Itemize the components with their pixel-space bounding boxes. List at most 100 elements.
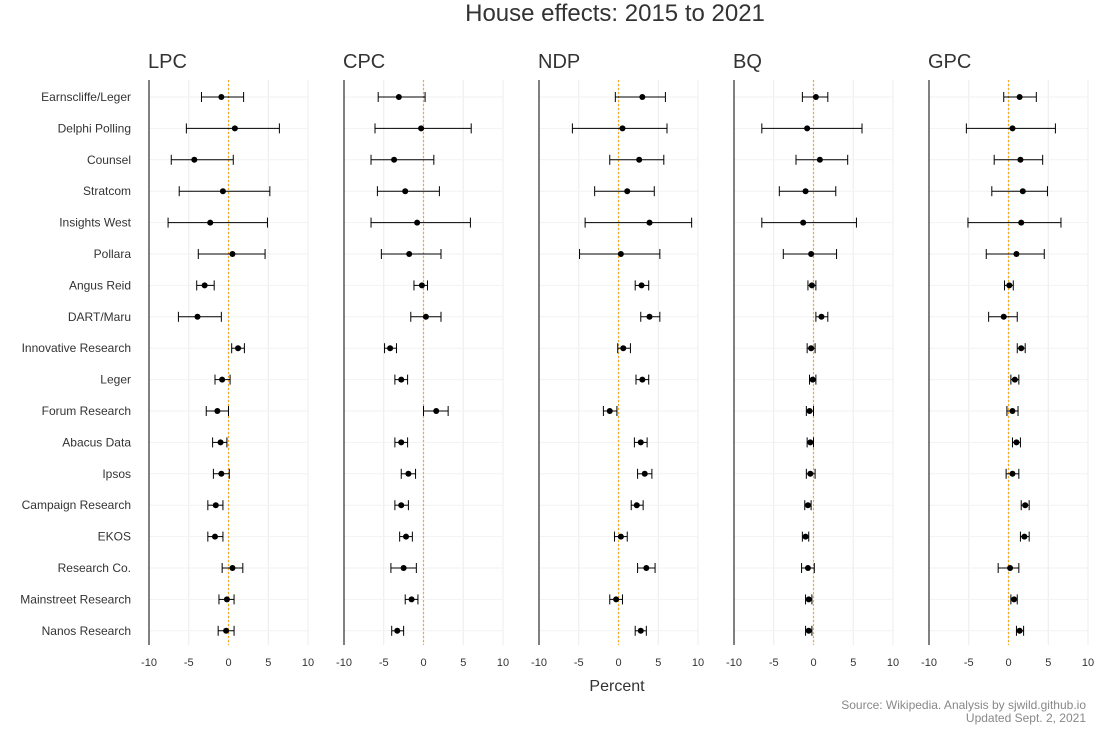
estimate-point xyxy=(800,219,807,226)
estimate-point xyxy=(637,439,644,446)
error-bar xyxy=(394,374,409,385)
x-tick-label: 5 xyxy=(460,657,466,669)
estimate-point xyxy=(643,565,650,571)
panel-ndp: NDP -10 -5 0 5 10 xyxy=(531,51,704,669)
x-tick-label: 10 xyxy=(692,657,704,669)
error-bar xyxy=(1006,406,1019,416)
estimate-point xyxy=(433,408,440,414)
estimate-point xyxy=(422,313,429,320)
panels-layer: LPC -10 -5 0 5 10 CPC -10 -5 0 5 10 NDP -10 -5 0 5 10 BQ -1… xyxy=(141,51,1094,669)
estimate-point xyxy=(406,251,413,257)
panel-lpc: LPC -10 -5 0 5 10 xyxy=(141,51,314,669)
error-bar xyxy=(806,343,816,354)
error-bar xyxy=(807,280,817,291)
error-bar xyxy=(801,563,815,573)
error-bar xyxy=(376,186,440,197)
error-bar xyxy=(410,311,442,322)
error-bar xyxy=(804,500,812,511)
error-bar xyxy=(1019,531,1030,542)
error-bar xyxy=(177,311,222,322)
pollster-label: Pollara xyxy=(94,247,132,261)
estimate-point xyxy=(218,94,225,100)
panel-title: BQ xyxy=(733,51,762,73)
estimate-point xyxy=(398,439,405,446)
x-tick-label: -10 xyxy=(921,657,937,669)
error-bar xyxy=(167,217,268,228)
estimate-point xyxy=(812,94,819,100)
x-tick-label: -10 xyxy=(336,657,352,669)
estimate-point xyxy=(1021,533,1028,540)
pollster-labels: Earnscliffe/Leger Delphi Polling Counsel St… xyxy=(20,90,131,638)
error-bar xyxy=(988,311,1018,322)
estimate-point xyxy=(1018,219,1025,226)
pollster-label: DART/Maru xyxy=(68,310,131,324)
estimate-point xyxy=(1013,439,1020,446)
pollster-label: EKOS xyxy=(98,530,131,544)
estimate-point xyxy=(637,627,644,634)
estimate-point xyxy=(219,188,226,195)
error-bar xyxy=(1015,625,1025,636)
error-bar xyxy=(801,92,829,102)
estimate-point xyxy=(1017,156,1024,163)
error-bar xyxy=(617,343,631,354)
error-bar xyxy=(614,92,666,102)
error-bar xyxy=(594,186,655,197)
estimate-point xyxy=(1016,94,1023,100)
estimate-point xyxy=(638,282,645,289)
estimate-point xyxy=(211,533,218,540)
estimate-point xyxy=(403,533,410,540)
estimate-point xyxy=(405,470,412,477)
estimate-point xyxy=(808,282,815,289)
error-bar xyxy=(391,625,405,636)
x-tick-label: 5 xyxy=(850,657,856,669)
error-bar xyxy=(815,311,829,322)
estimate-point xyxy=(402,188,409,195)
estimate-point xyxy=(646,219,653,226)
error-bar xyxy=(1004,280,1014,291)
error-bar xyxy=(207,531,224,542)
estimate-point xyxy=(214,408,221,414)
error-bar xyxy=(761,217,857,228)
x-axis-label: Percent xyxy=(589,678,645,695)
error-bar xyxy=(761,123,863,134)
estimate-point xyxy=(808,251,815,257)
estimate-point xyxy=(617,251,624,257)
estimate-point xyxy=(1018,345,1025,352)
error-bar xyxy=(1003,92,1037,102)
error-bar xyxy=(196,280,215,291)
error-bar xyxy=(214,374,231,385)
error-bar xyxy=(614,531,628,542)
estimate-point xyxy=(223,596,230,603)
x-tick-label: -5 xyxy=(379,657,389,669)
error-bar xyxy=(212,468,230,479)
error-bar xyxy=(967,217,1062,228)
pollster-label: Forum Research xyxy=(42,404,131,418)
error-bar xyxy=(795,154,849,165)
estimate-point xyxy=(219,376,226,383)
estimate-point xyxy=(1009,470,1016,477)
error-bar xyxy=(1020,500,1030,511)
error-bar xyxy=(782,249,838,259)
estimate-point xyxy=(816,156,823,163)
estimate-point xyxy=(1016,627,1023,634)
estimate-point xyxy=(646,313,653,320)
error-bar xyxy=(370,154,435,165)
error-bar xyxy=(384,343,397,354)
estimate-point xyxy=(229,565,236,571)
estimate-point xyxy=(207,219,214,226)
error-bar xyxy=(965,123,1056,134)
x-tick-label: -10 xyxy=(726,657,742,669)
error-bar xyxy=(178,186,271,197)
error-bar xyxy=(805,625,813,636)
error-bar xyxy=(609,594,623,605)
pollster-label: Angus Reid xyxy=(69,278,131,292)
estimate-point xyxy=(809,376,816,383)
x-tick-label: 5 xyxy=(265,657,271,669)
error-bar xyxy=(637,563,656,573)
estimate-point xyxy=(639,94,646,100)
estimate-point xyxy=(636,156,643,163)
estimate-point xyxy=(191,156,198,163)
estimate-point xyxy=(418,282,425,289)
panel-title: CPC xyxy=(343,51,385,73)
estimate-point xyxy=(217,439,224,446)
